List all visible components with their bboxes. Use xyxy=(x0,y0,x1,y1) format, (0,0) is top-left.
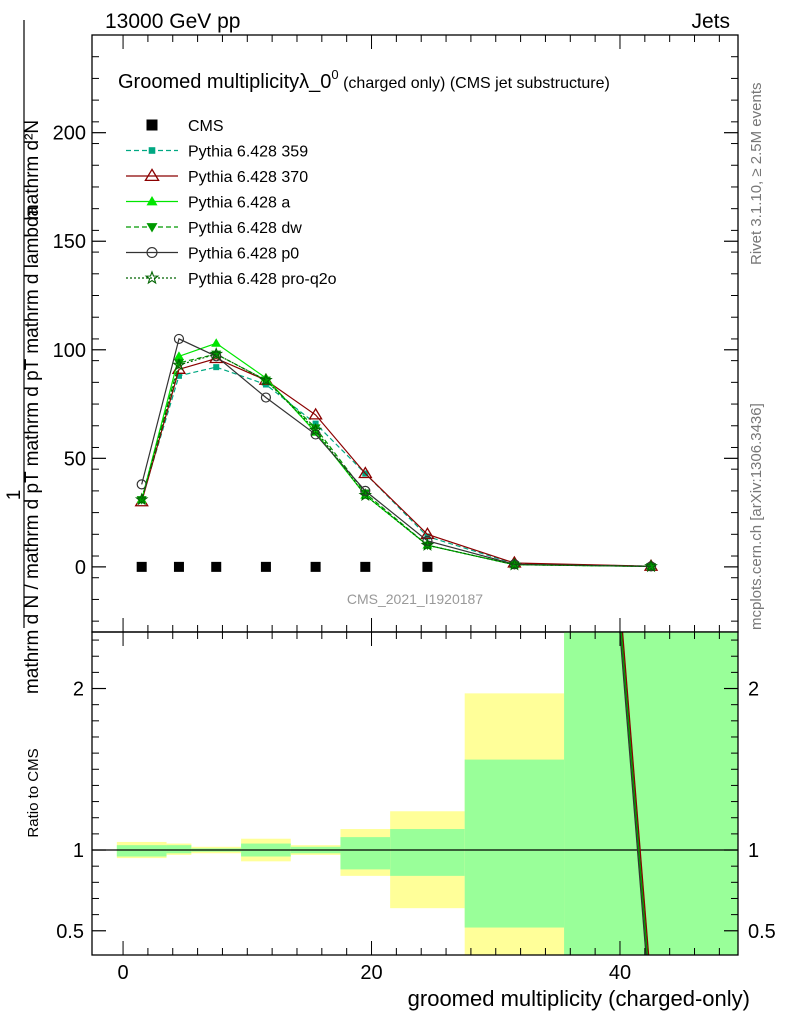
series-line-4 xyxy=(141,353,652,567)
legend-label-2: Pythia 6.428 370 xyxy=(188,169,308,186)
legend-label-6: Pythia 6.428 pro-q2o xyxy=(188,271,337,288)
legend-marker-1 xyxy=(148,147,156,154)
data-point-s4-1 xyxy=(173,359,184,368)
legend-label-4: Pythia 6.428 dw xyxy=(188,220,302,237)
data-point-s4-5 xyxy=(360,489,371,499)
series-line-3 xyxy=(141,342,652,567)
data-point-s0-3 xyxy=(260,561,271,572)
ratio-frame xyxy=(91,631,739,956)
main-ylabel-denominator: mathrm d N / mathrm d pT mathrm d pT mat… xyxy=(22,205,43,694)
data-point-s0-5 xyxy=(360,561,371,572)
band-green-1 xyxy=(166,845,192,854)
data-point-s0-0 xyxy=(136,561,147,572)
main-title-sup: 0 xyxy=(331,67,338,82)
data-point-s0-6 xyxy=(422,561,433,572)
legend-marker-0 xyxy=(146,119,158,131)
mcplots-label: mcplots.cern.ch [arXiv:1306.3436] xyxy=(748,403,765,630)
ratio-ytick-label-right-2: 2 xyxy=(748,679,759,701)
data-point-s3-2 xyxy=(211,338,222,347)
ratio-bands-layer xyxy=(92,632,738,955)
data-point-s2-5 xyxy=(358,466,373,479)
main-ytick-label-1: 50 xyxy=(64,448,86,470)
data-point-s5-6 xyxy=(422,535,433,546)
data-point-s5-1 xyxy=(173,333,185,345)
main-title-rest: (charged only) (CMS jet substructure) xyxy=(339,75,610,92)
data-point-s1-1 xyxy=(175,372,182,379)
main-title: Groomed multiplicityλ_00 (charged only) … xyxy=(118,67,610,93)
ratio-ytick-label-left-0: 0.5 xyxy=(56,921,84,943)
ratio-ytick-label-left-1: 1 xyxy=(73,840,84,862)
ratio-ticks-layer: 0.5 0.51 12 20 20 40 xyxy=(56,632,776,984)
main-ytick-label-4: 200 xyxy=(53,123,86,145)
data-point-s0-2 xyxy=(211,561,222,572)
data-point-s0-1 xyxy=(173,561,184,572)
series-line-5 xyxy=(141,338,652,567)
ratio-ytick-label-right-1: 1 xyxy=(748,840,759,862)
rivet-label: Rivet 3.1.10, ≥ 2.5M events xyxy=(748,83,765,266)
legend-marker-2 xyxy=(144,168,160,182)
legend-marker-6 xyxy=(144,270,160,285)
main-ylabel-one: 1 xyxy=(4,490,25,501)
ratio-xlabel: groomed multiplicity (charged-only) xyxy=(408,986,750,1011)
legend-label-3: Pythia 6.428 a xyxy=(188,195,290,212)
data-point-s0-4 xyxy=(310,561,321,572)
ratio-line-1 xyxy=(619,631,647,956)
data-point-s6-7 xyxy=(507,557,522,571)
band-green-6 xyxy=(390,829,465,876)
series-line-1 xyxy=(141,366,652,567)
main-ytick-label-2: 100 xyxy=(53,340,86,362)
legend: CMS Pythia 6.428 359 Pythia 6.428 370 Pythi… xyxy=(126,118,337,288)
data-point-s1-2 xyxy=(213,364,220,371)
legend-label-5: Pythia 6.428 p0 xyxy=(188,246,299,263)
band-green-7 xyxy=(464,759,565,928)
main-ticks-layer: 0 50 100 150 200 xyxy=(53,35,738,632)
data-point-s6-0 xyxy=(134,492,149,506)
data-point-s6-1 xyxy=(172,357,186,371)
ratio-lines-layer xyxy=(619,631,650,956)
header-left: 13000 GeV pp xyxy=(105,10,240,33)
legend-marker-3 xyxy=(146,196,158,206)
legend-label-0: CMS xyxy=(188,118,224,135)
ratio-line-0 xyxy=(621,631,650,956)
data-point-s5-2 xyxy=(211,351,222,362)
data-point-s6-6 xyxy=(420,538,435,551)
ratio-xtick-label-2: 40 xyxy=(609,962,631,984)
ratio-ytick-label-right-0: 0.5 xyxy=(748,921,776,943)
ratio-ylabel: Ratio to CMS xyxy=(25,748,42,837)
data-point-s6-2 xyxy=(209,346,224,360)
band-green-8 xyxy=(564,632,738,955)
ratio-xtick-label-0: 0 xyxy=(117,962,128,984)
data-point-s6-5 xyxy=(358,488,373,502)
data-point-s4-4 xyxy=(310,424,321,433)
series-line-6 xyxy=(141,353,652,567)
data-point-s6-3 xyxy=(259,373,273,386)
data-point-s6-4 xyxy=(308,422,323,436)
band-green-5 xyxy=(340,837,391,870)
data-point-s5-5 xyxy=(360,485,371,496)
ratio-ytick-label-left-2: 2 xyxy=(73,679,84,701)
data-point-s3-1 xyxy=(173,351,184,360)
main-ytick-label-0: 0 xyxy=(75,557,86,579)
ratio-line-2 xyxy=(620,631,649,956)
legend-marker-5 xyxy=(146,246,158,259)
ratio-xtick-label-1: 20 xyxy=(360,962,382,984)
main-title-main: Groomed multiplicityλ_0 xyxy=(118,71,331,93)
data-point-s6-8 xyxy=(644,559,658,573)
series-line-2 xyxy=(141,357,652,567)
main-series-layer xyxy=(134,333,659,573)
ratio-plot: 0.5 0.51 12 20 20 40 xyxy=(56,631,776,984)
band-green-0 xyxy=(116,845,167,857)
watermark: CMS_2021_I1920187 xyxy=(347,591,483,607)
main-ylabel-numerator: mathrm d²N xyxy=(22,120,43,220)
legend-marker-4 xyxy=(146,223,158,233)
main-ytick-label-3: 150 xyxy=(53,231,86,253)
legend-label-1: Pythia 6.428 359 xyxy=(188,144,308,161)
header-right: Jets xyxy=(691,10,730,33)
data-point-s5-0 xyxy=(136,479,147,490)
data-point-s5-3 xyxy=(260,392,272,403)
data-point-s2-4 xyxy=(308,407,323,420)
